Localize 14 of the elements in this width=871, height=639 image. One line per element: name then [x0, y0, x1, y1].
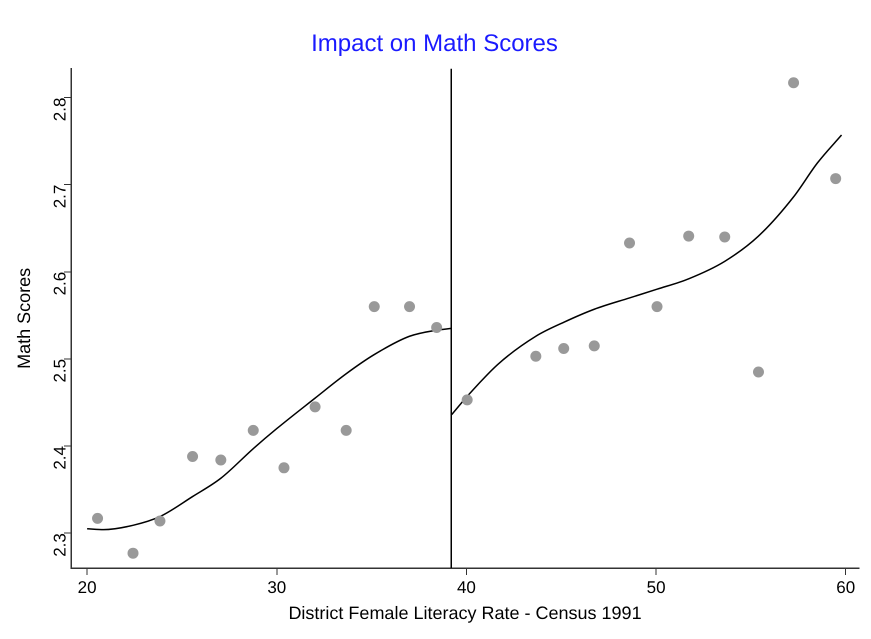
y-tick-label: 2.6 — [50, 272, 70, 296]
x-tick-label: 60 — [836, 578, 856, 597]
x-axis-title: District Female Literacy Rate - Census 1991 — [288, 603, 642, 624]
x-tick-label: 50 — [646, 578, 666, 597]
y-tick-label: 2.7 — [50, 184, 70, 208]
y-tick-label: 2.3 — [50, 533, 70, 557]
y-tick-label: 2.5 — [50, 358, 70, 383]
x-tick-label: 20 — [78, 578, 97, 597]
chart-title: Impact on Math Scores — [311, 30, 558, 58]
y-tick-label: 2.8 — [50, 98, 70, 122]
y-tick-label: 2.4 — [50, 446, 70, 470]
x-tick-label: 30 — [267, 578, 286, 597]
y-axis-title: Math Scores — [14, 268, 34, 369]
x-tick-label: 40 — [456, 578, 476, 597]
